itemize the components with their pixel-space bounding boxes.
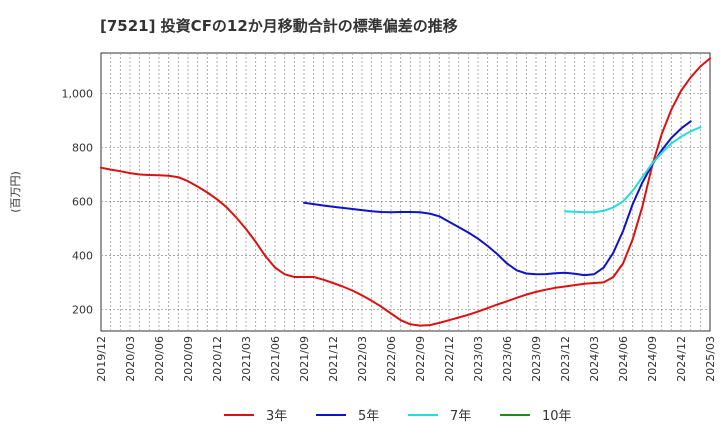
x-tick-label: 2022/03: [356, 336, 369, 382]
series-line-5年: [303, 120, 692, 277]
x-tick-label: 2024/09: [646, 336, 659, 382]
legend-label: 7年: [450, 409, 471, 424]
x-tick-label: 2024/06: [617, 336, 630, 382]
series-lines: [100, 57, 711, 327]
x-axis-ticks: 2019/12 2020/03 2020/06 2020/09 2020/12 2021/…: [95, 336, 717, 382]
series-line-7年: [564, 126, 702, 214]
x-tick-label: 2023/06: [501, 336, 514, 382]
x-tick-label: 2023/09: [530, 336, 543, 382]
x-tick-label: 2023/03: [472, 336, 485, 382]
x-tick-label: 2024/03: [588, 336, 601, 382]
y-axis-label: (百万円): [9, 171, 22, 213]
x-tick-label: 2020/12: [211, 336, 224, 382]
y-tick-label: 400: [72, 249, 93, 262]
x-tick-label: 2024/12: [675, 336, 688, 382]
y-tick-label: 200: [72, 303, 93, 316]
x-tick-label: 2021/03: [240, 336, 253, 382]
grid: [101, 53, 710, 331]
x-tick-label: 2022/12: [443, 336, 456, 382]
x-tick-label: 2020/09: [182, 336, 195, 382]
y-tick-label: 1,000: [62, 87, 94, 100]
series-line-3年: [100, 57, 711, 327]
x-tick-label: 2022/06: [385, 336, 398, 382]
chart-title: [7521] 投資CFの12か月移動合計の標準偏差の推移: [100, 17, 458, 35]
plot-area: [100, 52, 711, 332]
x-tick-label: 2020/03: [124, 336, 137, 382]
legend-label: 5年: [358, 409, 379, 424]
x-tick-label: 2020/06: [153, 336, 166, 382]
y-axis-ticks: 200 400 600 800 1,000: [62, 87, 94, 316]
x-tick-label: 2021/06: [269, 336, 282, 382]
y-tick-label: 600: [72, 195, 93, 208]
x-tick-label: 2022/09: [414, 336, 427, 382]
legend: 3年 5年 7年 10年: [224, 409, 572, 424]
x-tick-label: 2021/09: [298, 336, 311, 382]
legend-label: 10年: [542, 409, 572, 424]
x-tick-label: 2025/03: [704, 336, 717, 382]
x-tick-label: 2023/12: [559, 336, 572, 382]
x-tick-label: 2019/12: [95, 336, 108, 382]
y-tick-label: 800: [72, 141, 93, 154]
legend-label: 3年: [266, 409, 287, 424]
x-tick-label: 2021/12: [327, 336, 340, 382]
